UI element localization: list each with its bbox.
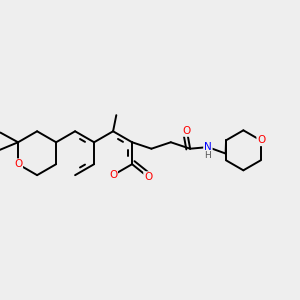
- Text: H: H: [205, 151, 211, 160]
- Text: O: O: [144, 172, 152, 182]
- Text: O: O: [109, 170, 117, 180]
- Text: O: O: [257, 135, 266, 145]
- Text: N: N: [204, 142, 212, 152]
- Text: O: O: [183, 126, 191, 136]
- Text: O: O: [14, 159, 22, 169]
